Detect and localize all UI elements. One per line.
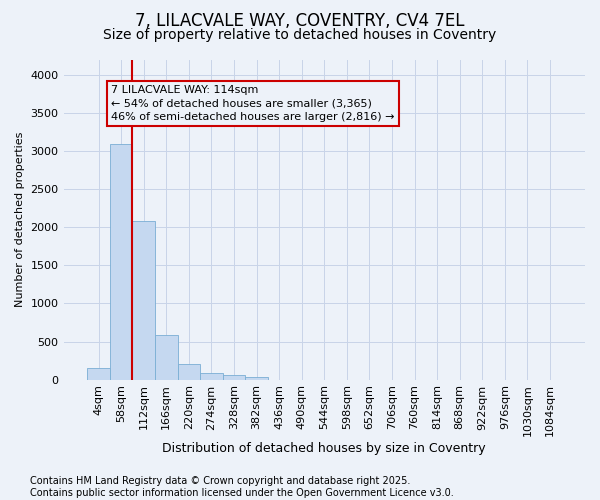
Y-axis label: Number of detached properties: Number of detached properties — [15, 132, 25, 308]
Text: 7 LILACVALE WAY: 114sqm
← 54% of detached houses are smaller (3,365)
46% of semi: 7 LILACVALE WAY: 114sqm ← 54% of detache… — [111, 85, 394, 122]
Bar — [133, 222, 155, 380]
Text: 7, LILACVALE WAY, COVENTRY, CV4 7EL: 7, LILACVALE WAY, COVENTRY, CV4 7EL — [135, 12, 465, 30]
Text: Size of property relative to detached houses in Coventry: Size of property relative to detached ho… — [103, 28, 497, 42]
Text: Contains HM Land Registry data © Crown copyright and database right 2025.
Contai: Contains HM Land Registry data © Crown c… — [30, 476, 454, 498]
Bar — [178, 364, 200, 380]
Bar — [245, 377, 268, 380]
Bar — [110, 144, 133, 380]
Bar — [200, 374, 223, 380]
Bar — [155, 336, 178, 380]
Bar — [223, 376, 245, 380]
X-axis label: Distribution of detached houses by size in Coventry: Distribution of detached houses by size … — [163, 442, 486, 455]
Bar — [87, 368, 110, 380]
